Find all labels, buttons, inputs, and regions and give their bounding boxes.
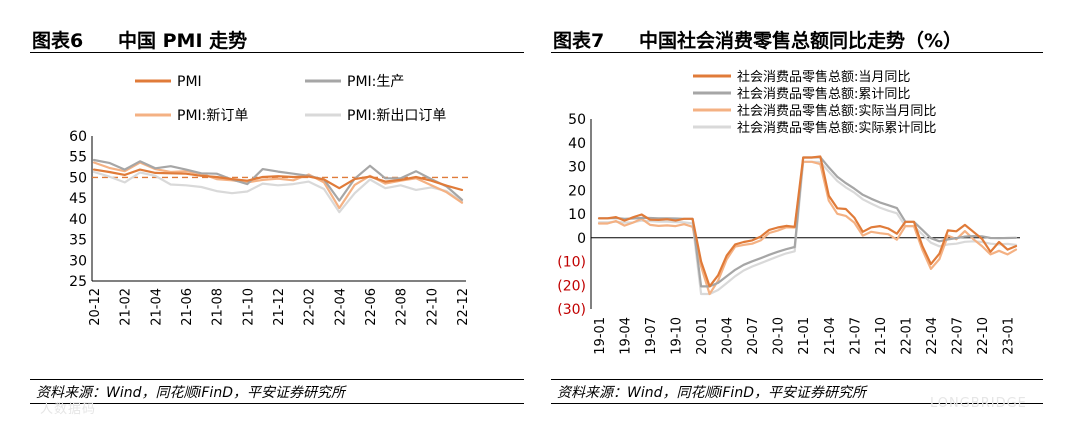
chart6-top-rule bbox=[30, 52, 524, 53]
y-tick-label: 35 bbox=[69, 233, 87, 249]
y-tick-label: 30 bbox=[69, 253, 87, 269]
x-tick-label: 21-07 bbox=[848, 317, 863, 355]
x-tick-label: 21-06 bbox=[180, 288, 195, 326]
y-tick-label: 60 bbox=[69, 129, 87, 145]
x-tick-label: 22-01 bbox=[899, 317, 914, 355]
y-tick-label: 20 bbox=[568, 183, 586, 199]
legend-label-0: PMI bbox=[177, 74, 202, 90]
x-tick-label: 22-07 bbox=[950, 317, 965, 355]
legend-label-3: 社会消费品零售总额:实际累计同比 bbox=[737, 120, 936, 136]
y-tick-label: 30 bbox=[568, 160, 586, 176]
chart6-plot: 25 30 35 40 45 50 55 60 20-12 21-02 21-04 21-06 21-0… bbox=[69, 74, 471, 326]
chart6-title-text: 中国 PMI 走势 bbox=[118, 30, 248, 52]
y-tick-label: 55 bbox=[69, 150, 87, 166]
x-tick-label: 19-01 bbox=[593, 317, 608, 355]
x-tick-label: 19-07 bbox=[644, 317, 659, 355]
x-tick-label: 21-02 bbox=[119, 288, 134, 326]
x-tick-label: 22-12 bbox=[456, 288, 471, 326]
y-tick-label: 40 bbox=[69, 212, 87, 228]
y-tick-label: 50 bbox=[568, 112, 586, 128]
x-tick-label: 21-04 bbox=[149, 288, 164, 326]
chart7-title-label: 图表7 bbox=[553, 30, 605, 52]
y-tick-label: 50 bbox=[69, 170, 87, 186]
x-tick-label: 22-10 bbox=[425, 288, 440, 326]
x-tick-label: 21-04 bbox=[823, 317, 838, 355]
chart7-source: 资料来源：Wind，同花顺iFinD，平安证券研究所 bbox=[557, 385, 866, 401]
chart7-footer-rule bbox=[551, 403, 1043, 404]
watermark-left: 人数据码 bbox=[40, 402, 97, 417]
y-tick-label: (30) bbox=[557, 302, 586, 318]
chart6-source: 资料来源：Wind，同花顺iFinD，平安证券研究所 bbox=[36, 385, 345, 401]
legend-label-1: 社会消费品零售总额:累计同比 bbox=[737, 86, 910, 102]
legend-label-3: PMI:新出口订单 bbox=[347, 108, 446, 124]
chart7-top-rule bbox=[551, 52, 1043, 53]
series-line-0 bbox=[92, 168, 464, 191]
x-tick-label: 21-10 bbox=[874, 317, 889, 355]
series-line-2 bbox=[597, 160, 1018, 296]
x-tick-label: 20-04 bbox=[721, 317, 736, 355]
y-tick-label: 25 bbox=[69, 274, 87, 290]
series-line-3 bbox=[92, 170, 464, 214]
watermark-right: LONGBRIDGE bbox=[930, 396, 1027, 411]
y-tick-label: 0 bbox=[577, 231, 586, 247]
chart6-title: 图表6 中国 PMI 走势 bbox=[32, 26, 247, 53]
x-tick-label: 22-10 bbox=[976, 317, 991, 355]
x-tick-label: 22-04 bbox=[925, 317, 940, 355]
series-line-0 bbox=[597, 155, 1018, 288]
x-tick-label: 20-12 bbox=[88, 288, 103, 326]
legend-label-1: PMI:生产 bbox=[347, 74, 404, 90]
x-tick-label: 22-04 bbox=[333, 288, 348, 326]
y-tick-label: (10) bbox=[557, 255, 586, 271]
x-tick-label: 22-02 bbox=[303, 288, 318, 326]
y-tick-label: 40 bbox=[568, 136, 586, 152]
series-line-3 bbox=[597, 160, 1018, 296]
chart7-panel: 图表7 中国社会消费零售总额同比走势（%） (30) (20) (10) 0 10 20 30… bbox=[551, 0, 1051, 421]
x-tick-label: 21-10 bbox=[241, 288, 256, 326]
x-tick-label: 20-10 bbox=[772, 317, 787, 355]
chart7-plot: (30) (20) (10) 0 10 20 30 40 50 19-01 19-04 19-07 19… bbox=[557, 69, 1020, 355]
chart7-title: 图表7 中国社会消费零售总额同比走势（%） bbox=[553, 26, 962, 53]
x-tick-label: 21-08 bbox=[211, 288, 226, 326]
x-tick-label: 19-10 bbox=[670, 317, 685, 355]
x-tick-label: 23-01 bbox=[1001, 317, 1016, 355]
x-tick-label: 22-06 bbox=[364, 288, 379, 326]
x-tick-label: 20-07 bbox=[746, 317, 761, 355]
y-tick-label: 45 bbox=[69, 191, 87, 207]
x-tick-label: 22-08 bbox=[395, 288, 410, 326]
y-tick-label: 10 bbox=[568, 207, 586, 223]
x-tick-label: 21-12 bbox=[272, 288, 287, 326]
chart7-bottom-rule bbox=[551, 379, 1043, 380]
chart6-footer-rule bbox=[30, 403, 524, 404]
series-line-1 bbox=[92, 158, 464, 202]
legend-label-0: 社会消费品零售总额:当月同比 bbox=[737, 69, 910, 85]
chart6-bottom-rule bbox=[30, 379, 524, 380]
legend-label-2: 社会消费品零售总额:实际当月同比 bbox=[737, 103, 936, 119]
y-tick-label: (20) bbox=[557, 278, 586, 294]
x-tick-label: 21-01 bbox=[797, 317, 812, 355]
chart7-title-text: 中国社会消费零售总额同比走势（%） bbox=[639, 30, 963, 52]
x-tick-label: 19-04 bbox=[619, 317, 634, 355]
chart6-title-label: 图表6 bbox=[32, 30, 84, 52]
x-tick-label: 20-01 bbox=[695, 317, 710, 355]
legend-label-2: PMI:新订单 bbox=[177, 108, 248, 124]
chart6-panel: 图表6 中国 PMI 走势 25 30 35 40 45 50 55 60 20-12 21-02 2… bbox=[30, 0, 530, 421]
